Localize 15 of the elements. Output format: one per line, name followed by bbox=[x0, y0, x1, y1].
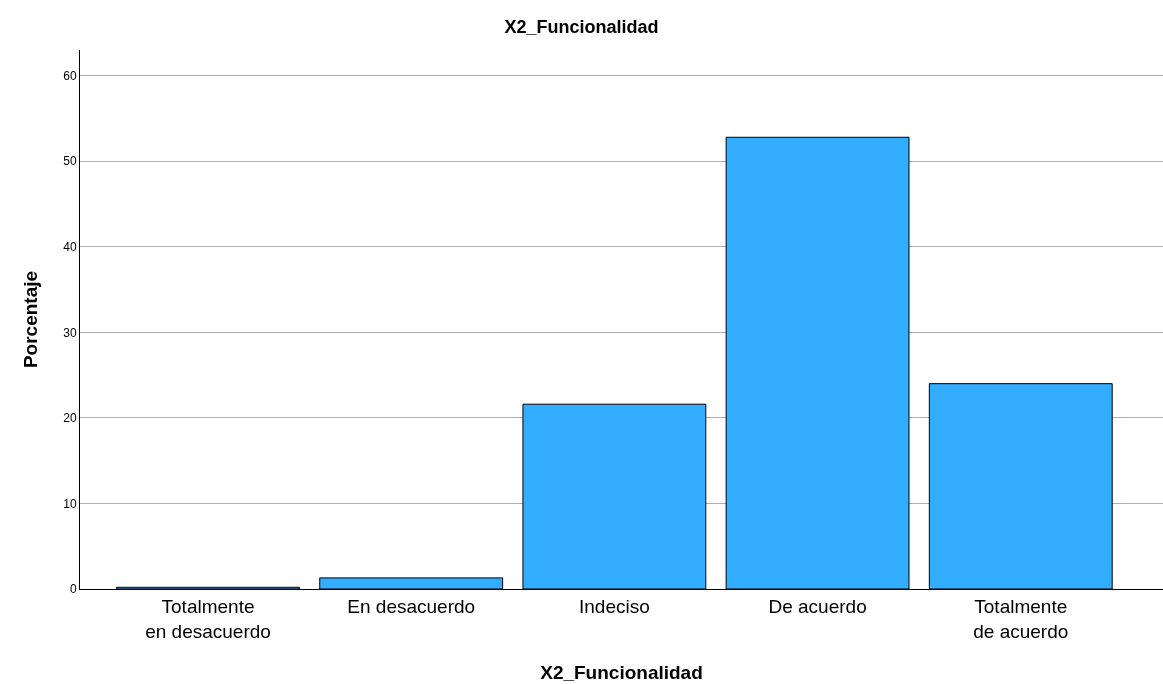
x-tick-label: Totalmente en desacuerdo bbox=[145, 595, 271, 642]
x-tick-label: Indeciso bbox=[579, 595, 650, 617]
x-tick-label: En desacuerdo bbox=[347, 595, 476, 617]
y-axis-title: Porcentaje bbox=[20, 270, 42, 369]
x-axis-title: X2_Funcionalidad bbox=[540, 662, 703, 684]
y-tick-label: 50 bbox=[63, 154, 77, 169]
y-tick-label: 0 bbox=[69, 582, 77, 597]
x-tick-label: Totalmente de acuerdo bbox=[973, 595, 1069, 642]
y-tick-label: 30 bbox=[63, 325, 77, 340]
x-tick-label: De acuerdo bbox=[768, 595, 867, 617]
y-tick-label: 60 bbox=[63, 68, 77, 83]
y-tick-label: 20 bbox=[63, 411, 77, 426]
y-tick-label: 10 bbox=[63, 496, 77, 511]
y-tick-label: 40 bbox=[63, 239, 77, 254]
chart-title: X2_Funcionalidad bbox=[504, 17, 659, 38]
